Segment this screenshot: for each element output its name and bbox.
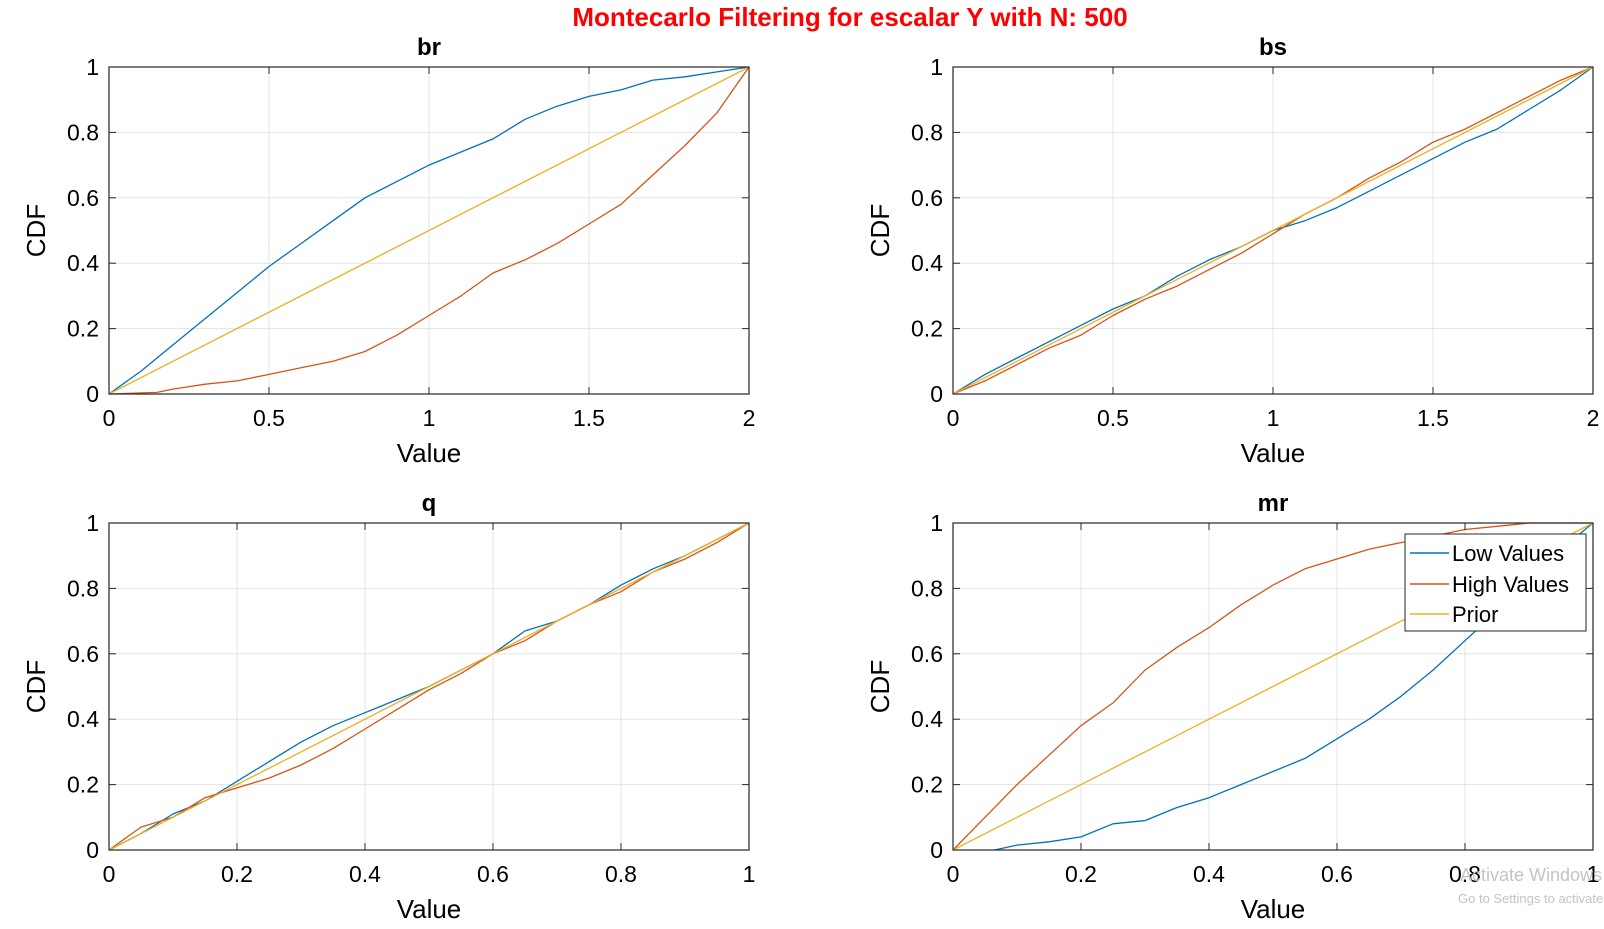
series-low-values bbox=[108, 66, 750, 395]
series-prior bbox=[108, 66, 750, 395]
x-tick-label: 1 bbox=[743, 861, 756, 887]
x-axis-label: Value bbox=[397, 438, 462, 468]
x-tick-label: 0.5 bbox=[1097, 405, 1129, 431]
x-tick-label: 1.5 bbox=[573, 405, 605, 431]
series-high-values bbox=[952, 522, 1593, 851]
series-high-values bbox=[108, 66, 750, 395]
legend: Low Values High Values Prior bbox=[1404, 533, 1587, 632]
figure-title: Montecarlo Filtering for escalar Y with … bbox=[572, 2, 1127, 32]
y-tick-label: 0.6 bbox=[911, 185, 943, 211]
y-tick-label: 0 bbox=[86, 381, 99, 407]
x-tick-label: 2 bbox=[743, 405, 756, 431]
y-axis-label: CDF bbox=[865, 660, 895, 713]
x-tick-label: 0.5 bbox=[253, 405, 285, 431]
y-tick-label: 0.2 bbox=[911, 316, 943, 342]
y-tick-label: 0.6 bbox=[67, 185, 99, 211]
y-tick-label: 0.8 bbox=[911, 119, 943, 145]
x-tick-label: 1.5 bbox=[1417, 405, 1449, 431]
subplot-q: 0 0.2 0.4 0.6 0.8 1 0 0.2 0.4 0.6 0.8 1 q Value CDF bbox=[21, 490, 755, 924]
series-high-values bbox=[108, 522, 750, 851]
legend-box bbox=[1404, 533, 1587, 632]
legend-label-high: High Values bbox=[1452, 572, 1569, 597]
y-tick-label: 0.8 bbox=[67, 119, 99, 145]
y-tick-label: 1 bbox=[930, 54, 943, 80]
y-tick-label: 0.6 bbox=[67, 641, 99, 667]
x-tick-label: 1 bbox=[1267, 405, 1280, 431]
x-tick-label: 2 bbox=[1587, 405, 1600, 431]
x-tick-label: 0.4 bbox=[349, 861, 381, 887]
y-tick-label: 1 bbox=[86, 54, 99, 80]
x-tick-label: 0.6 bbox=[1321, 861, 1353, 887]
x-tick-label: 0 bbox=[947, 405, 960, 431]
y-tick-label: 0.6 bbox=[911, 641, 943, 667]
watermark-line-1: Activate Windows bbox=[1460, 865, 1602, 885]
x-tick-label: 0.6 bbox=[477, 861, 509, 887]
panel-title: bs bbox=[1259, 34, 1287, 61]
y-axis-label: CDF bbox=[21, 204, 51, 257]
panel-title: br bbox=[417, 34, 441, 61]
x-tick-label: 0 bbox=[103, 861, 116, 887]
subplot-bs: 0 0.5 1 1.5 2 0 0.2 0.4 0.6 0.8 1 bs Value CDF bbox=[865, 34, 1599, 468]
y-tick-label: 0.4 bbox=[911, 706, 943, 732]
x-axis-label: Value bbox=[397, 894, 462, 924]
y-tick-label: 0.8 bbox=[67, 575, 99, 601]
x-tick-label: 0 bbox=[947, 861, 960, 887]
y-tick-label: 0 bbox=[86, 837, 99, 863]
x-axis-label: Value bbox=[1241, 894, 1306, 924]
y-tick-label: 0.4 bbox=[67, 706, 99, 732]
x-tick-label: 0.2 bbox=[221, 861, 253, 887]
panel-title: q bbox=[422, 490, 437, 517]
x-tick-label: 1 bbox=[1587, 861, 1600, 887]
axes-box bbox=[108, 522, 750, 851]
x-tick-label: 0.4 bbox=[1193, 861, 1225, 887]
x-tick-label: 1 bbox=[423, 405, 436, 431]
x-tick-label: 0 bbox=[103, 405, 116, 431]
panel-title: mr bbox=[1258, 490, 1289, 517]
series-high-values bbox=[952, 66, 1594, 395]
subplot-br: 0 0.5 1 1.5 2 0 0.2 0.4 0.6 0.8 1 br Value CDF bbox=[21, 34, 755, 468]
x-axis-label: Value bbox=[1241, 438, 1306, 468]
y-tick-label: 0.4 bbox=[67, 250, 99, 276]
y-tick-label: 1 bbox=[930, 510, 943, 536]
series-prior bbox=[108, 522, 750, 851]
x-tick-label: 0.8 bbox=[605, 861, 637, 887]
y-tick-label: 0.2 bbox=[67, 772, 99, 798]
legend-label-prior: Prior bbox=[1452, 602, 1498, 627]
watermark-line-2: Go to Settings to activate Windows. bbox=[1458, 891, 1604, 906]
x-tick-label: 0.2 bbox=[1065, 861, 1097, 887]
y-tick-label: 0 bbox=[930, 381, 943, 407]
y-tick-label: 0.2 bbox=[911, 772, 943, 798]
axes-box bbox=[952, 522, 1594, 851]
y-tick-label: 0 bbox=[930, 837, 943, 863]
legend-label-low: Low Values bbox=[1452, 541, 1564, 566]
y-axis-label: CDF bbox=[21, 660, 51, 713]
y-tick-label: 0.4 bbox=[911, 250, 943, 276]
y-tick-label: 0.8 bbox=[911, 575, 943, 601]
y-tick-label: 1 bbox=[86, 510, 99, 536]
y-axis-label: CDF bbox=[865, 204, 895, 257]
y-tick-label: 0.2 bbox=[67, 316, 99, 342]
series-prior bbox=[952, 66, 1594, 395]
x-tick-label: 0.8 bbox=[1449, 861, 1481, 887]
